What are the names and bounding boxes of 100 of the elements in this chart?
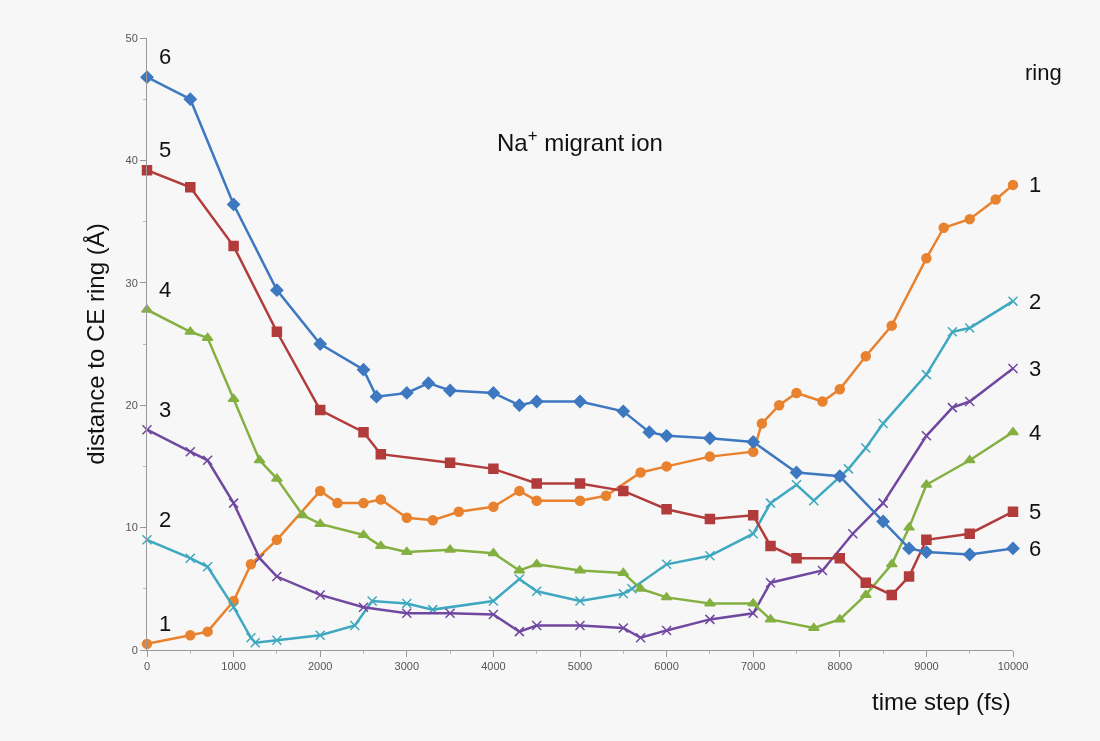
point (185, 182, 196, 193)
point (747, 510, 759, 521)
point (921, 430, 932, 442)
point (618, 485, 629, 497)
x-tick-label: 1000 (221, 660, 246, 673)
point (964, 528, 975, 539)
point (765, 497, 776, 509)
point (185, 446, 196, 457)
point (358, 601, 369, 613)
point (747, 446, 759, 457)
point (919, 545, 933, 559)
point (947, 326, 958, 338)
point (245, 632, 257, 644)
point (245, 559, 257, 570)
point (860, 350, 872, 362)
point (453, 506, 465, 517)
point (938, 222, 949, 233)
point (635, 632, 646, 644)
point (1007, 426, 1019, 436)
point (514, 485, 525, 497)
point (375, 448, 387, 460)
point (964, 322, 975, 334)
point (765, 577, 776, 588)
point (369, 390, 384, 404)
point (488, 595, 499, 607)
point (860, 577, 872, 588)
point (356, 363, 371, 377)
point (661, 625, 672, 636)
point (313, 337, 327, 351)
point (921, 369, 932, 380)
point (817, 565, 828, 576)
point (332, 497, 343, 509)
point (773, 399, 785, 411)
point (791, 479, 802, 491)
point (661, 503, 672, 515)
y-tick-label: 40 (125, 154, 138, 167)
point (1006, 541, 1020, 556)
point (791, 387, 802, 399)
y-tick-label: 30 (125, 276, 138, 289)
point (228, 601, 239, 613)
point (349, 620, 361, 631)
x-tick-label: 3000 (394, 660, 420, 673)
point (375, 494, 387, 505)
x-tick-label: 9000 (914, 660, 939, 673)
y-tick-label: 10 (125, 521, 138, 534)
point (228, 497, 239, 509)
point (444, 457, 456, 468)
point (185, 630, 196, 641)
point (141, 534, 153, 546)
text: 5 (1029, 499, 1042, 524)
point (574, 495, 586, 506)
point (947, 402, 958, 413)
point (704, 513, 716, 525)
point (886, 320, 898, 331)
text: 2 (1029, 289, 1042, 314)
point (530, 394, 544, 409)
point (443, 383, 457, 398)
x-tick-label: 2000 (307, 660, 333, 673)
point (808, 495, 820, 506)
point (531, 620, 542, 631)
point (833, 469, 847, 483)
text: 6 (1029, 536, 1042, 561)
point (366, 595, 378, 607)
point (903, 571, 915, 582)
point (817, 396, 828, 407)
point (488, 463, 499, 475)
point (185, 552, 196, 564)
point (834, 552, 846, 564)
point (401, 598, 413, 609)
point (600, 490, 612, 502)
y-axis-title: distance to CE ring (Å) (81, 223, 109, 465)
point (488, 609, 499, 620)
series-label: 1 (159, 611, 172, 636)
text: 3 (1029, 356, 1042, 381)
point (747, 528, 759, 539)
point (1007, 179, 1019, 191)
point (271, 534, 283, 546)
text: ring (1025, 60, 1062, 85)
point (574, 620, 586, 631)
point (876, 514, 890, 529)
text: 1 (1029, 172, 1042, 197)
point (847, 528, 859, 539)
text: 4 (159, 277, 172, 302)
point (227, 393, 240, 403)
point (140, 70, 154, 84)
point (860, 442, 872, 454)
point (531, 478, 542, 489)
point (401, 608, 413, 619)
point (401, 512, 413, 524)
point (756, 418, 768, 429)
point (1007, 295, 1019, 307)
point (877, 418, 889, 429)
point (921, 534, 932, 546)
point (512, 398, 526, 412)
point (661, 559, 672, 570)
point (400, 386, 414, 400)
point (141, 424, 153, 435)
point (574, 595, 586, 607)
point (202, 455, 213, 466)
point (990, 194, 1001, 205)
